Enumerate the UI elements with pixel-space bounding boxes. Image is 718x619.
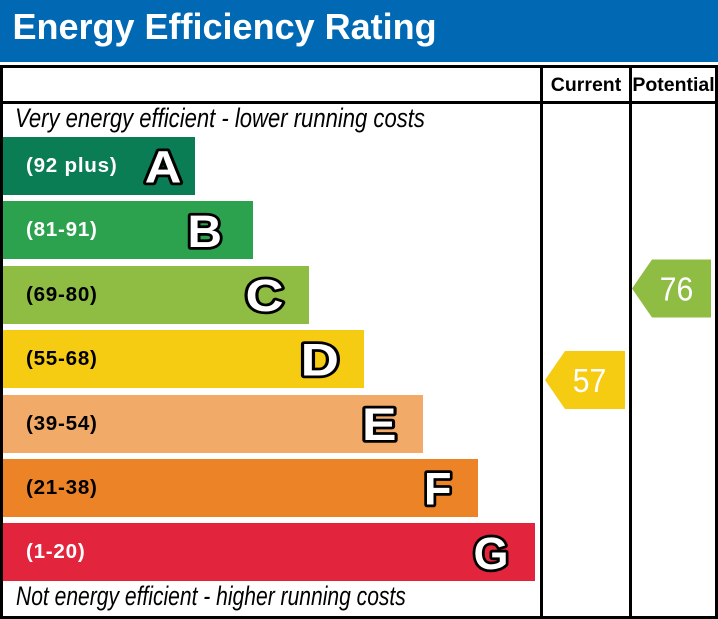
svg-text:76: 76	[660, 270, 694, 308]
svg-text:C: C	[245, 272, 283, 322]
svg-text:B: B	[188, 206, 222, 256]
svg-text:G: G	[473, 528, 508, 579]
svg-text:57: 57	[573, 362, 607, 400]
svg-text:D: D	[301, 335, 339, 385]
svg-text:A: A	[145, 143, 182, 193]
svg-text:E: E	[362, 400, 397, 450]
svg-text:F: F	[424, 463, 452, 514]
